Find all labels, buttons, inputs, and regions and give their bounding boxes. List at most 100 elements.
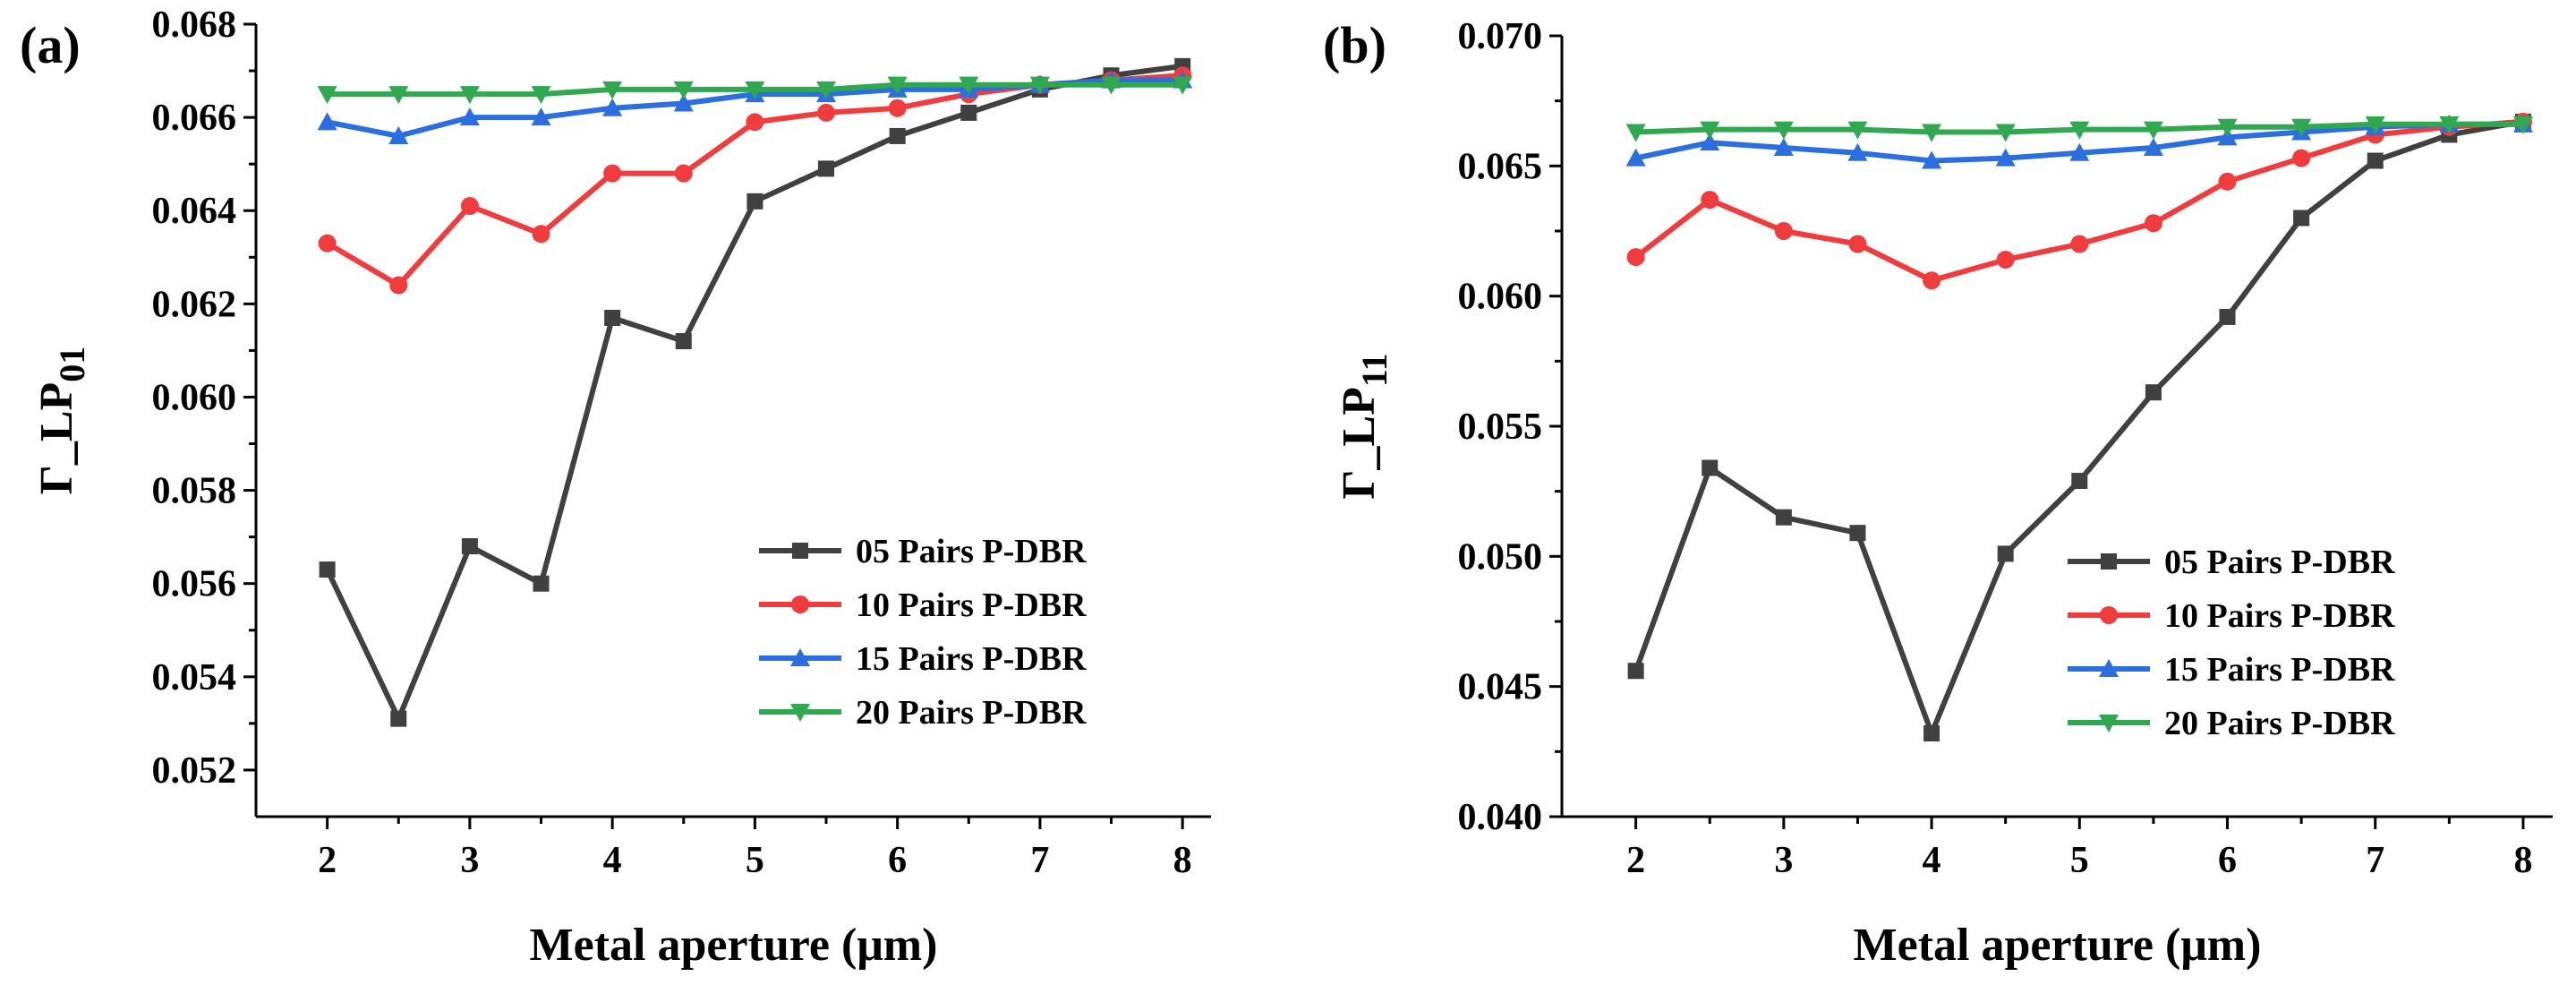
legend-marker <box>2101 553 2117 570</box>
data-point <box>1626 248 1645 267</box>
x-tick-label: 8 <box>2513 840 2532 881</box>
y-tick-label: 0.066 <box>152 98 237 139</box>
data-point <box>2365 116 2385 134</box>
x-tick-label: 7 <box>2366 840 2384 881</box>
series-4 <box>317 76 1193 105</box>
y-tick-label: 0.070 <box>1458 16 1543 57</box>
series-1 <box>1627 113 2531 741</box>
legend-label: 10 Pairs P-DBR <box>856 587 1087 624</box>
y-tick-label: 0.056 <box>152 564 237 605</box>
data-point <box>2145 384 2162 401</box>
data-point <box>1996 250 2015 269</box>
y-axis-title: Γ_LP01 <box>31 347 92 495</box>
chart-panel-a: 2 3 4 5 6 7 8 0.052 0.054 0.056 0.058 0.060 0.062 0.0… <box>20 4 1211 971</box>
data-point <box>1849 525 1866 542</box>
x-tick-label: 4 <box>603 840 622 881</box>
data-point <box>1922 124 1942 142</box>
x-tick-label: 4 <box>1923 840 1941 881</box>
data-point <box>1029 76 1050 95</box>
legend: 05 Pairs P-DBR 10 Pairs P-DBR 15 Pairs P-D… <box>2068 544 2395 742</box>
legend-marker <box>2099 659 2119 677</box>
legend-marker <box>2100 606 2118 624</box>
data-point <box>745 81 765 99</box>
data-point <box>317 86 337 105</box>
data-point <box>1625 124 1646 142</box>
data-point <box>533 575 550 592</box>
y-tick-label: 0.052 <box>152 750 237 792</box>
data-point <box>1922 150 1942 169</box>
data-point <box>603 164 622 183</box>
y-tick-label: 0.054 <box>152 657 237 698</box>
data-point <box>2144 214 2162 233</box>
x-tick-label: 8 <box>1173 840 1192 881</box>
data-point <box>2291 118 2312 137</box>
series-line <box>326 73 1183 288</box>
data-point <box>319 561 336 578</box>
legend: 05 Pairs P-DBR 10 Pairs P-DBR 15 Pairs P-D… <box>759 533 1087 732</box>
y-tick-label: 0.058 <box>152 471 237 512</box>
series-line <box>1633 118 2524 736</box>
data-point <box>318 234 337 253</box>
legend-label: 20 Pairs P-DBR <box>2164 705 2395 742</box>
data-point <box>746 193 763 210</box>
series-1 <box>319 57 1191 727</box>
y-tick-label: 0.040 <box>1458 797 1543 838</box>
data-point <box>1773 121 1794 140</box>
data-point <box>602 98 623 116</box>
legend-label: 10 Pairs P-DBR <box>2164 597 2395 635</box>
y-tick-label: 0.045 <box>1458 667 1543 708</box>
data-point <box>389 276 408 295</box>
legend-label: 20 Pairs P-DBR <box>856 694 1087 732</box>
y-tick-label: 0.060 <box>1458 277 1543 318</box>
data-point <box>604 309 621 326</box>
x-tick-label: 7 <box>1030 840 1049 881</box>
legend-marker <box>790 704 810 722</box>
data-point <box>674 164 693 183</box>
data-point <box>1995 148 2016 167</box>
data-point <box>2439 116 2460 134</box>
data-point <box>1923 271 1941 290</box>
data-point <box>888 98 907 117</box>
data-point <box>1847 121 1868 140</box>
x-tick-label: 3 <box>460 840 479 881</box>
data-point <box>746 113 764 132</box>
data-point <box>2143 121 2163 140</box>
data-point <box>2143 137 2163 156</box>
data-point <box>1848 235 1867 253</box>
data-point <box>461 538 478 555</box>
x-axis-title: Metal aperture (μm) <box>530 920 938 971</box>
x-tick-label: 5 <box>2070 840 2089 881</box>
data-point <box>1775 509 1792 526</box>
data-point <box>390 710 407 727</box>
y-axis-title-main: Γ_LP <box>1334 387 1385 500</box>
data-point <box>2367 152 2384 169</box>
data-point <box>2293 210 2310 227</box>
x-tick-label: 5 <box>746 840 764 881</box>
y-tick-label: 0.055 <box>1458 407 1543 448</box>
data-point <box>388 125 409 144</box>
data-point <box>2512 116 2533 134</box>
data-point <box>673 93 694 112</box>
data-point <box>2069 142 2090 161</box>
y-axis-title-sub: 11 <box>1354 353 1395 387</box>
data-point <box>388 86 409 105</box>
legend-label: 05 Pairs P-DBR <box>2164 544 2395 581</box>
data-point <box>887 76 908 95</box>
data-point <box>675 333 692 349</box>
y-axis-title-main: Γ_LP <box>31 382 82 495</box>
data-point <box>1627 663 1644 680</box>
data-point <box>2071 473 2088 490</box>
data-point <box>673 81 694 99</box>
chart-panel-b: 2 3 4 5 6 7 8 0.040 0.045 0.050 0.055 0.060 0.065 0.0… <box>1323 16 2553 971</box>
legend-label: 15 Pairs P-DBR <box>2164 651 2395 689</box>
data-point <box>1702 459 1719 476</box>
panel-label: (a) <box>20 16 81 74</box>
legend-label: 15 Pairs P-DBR <box>856 640 1087 678</box>
data-point <box>1700 121 1720 140</box>
data-point <box>317 112 337 131</box>
x-tick-label: 6 <box>888 840 907 881</box>
data-point <box>2219 308 2236 325</box>
data-point <box>889 127 906 144</box>
data-point <box>1997 545 2014 562</box>
